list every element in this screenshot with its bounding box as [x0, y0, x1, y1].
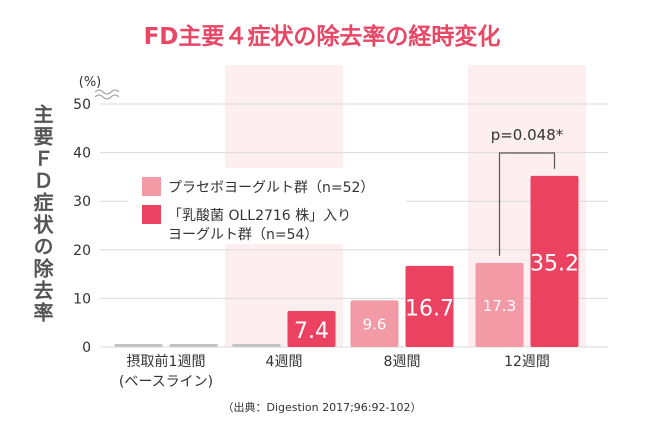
legend-box — [128, 168, 406, 244]
significance-bracket — [498, 152, 556, 256]
bar — [350, 300, 399, 347]
x-tick-label: 8週間 — [384, 354, 421, 370]
data-label: 9.6 — [363, 316, 387, 334]
legend-label: 「乳酸菌 OLL2716 株」入り — [168, 208, 351, 224]
bar-zero-marker — [232, 344, 281, 347]
legend-label: プラセボヨーグルト群（n=52） — [168, 180, 374, 196]
bar-zero-marker — [114, 344, 163, 347]
y-axis-label: 主要ＦＤ症状の除去率 — [30, 103, 54, 324]
legend-swatch — [142, 177, 161, 196]
y-tick-label: 0 — [82, 340, 91, 356]
data-label: 16.7 — [405, 296, 454, 321]
y-unit-label: (%) — [79, 75, 102, 90]
y-tick-label: 30 — [73, 194, 91, 210]
source-note: （出典：Digestion 2017;96:92-102） — [223, 400, 422, 414]
bar — [287, 311, 336, 347]
bar — [530, 175, 579, 347]
bar-zero-marker — [169, 344, 218, 347]
y-tick-label: 10 — [73, 291, 91, 307]
data-label: 35.2 — [530, 251, 579, 276]
x-tick-label: 12週間 — [504, 354, 550, 370]
data-label: 7.4 — [294, 319, 329, 344]
y-tick-label: 20 — [73, 243, 91, 259]
legend-swatch — [142, 205, 161, 224]
bar — [475, 262, 524, 347]
data-label: 17.3 — [483, 297, 516, 315]
chart-title: FD主要４症状の除去率の経時変化 — [144, 23, 501, 50]
y-tick-label: 40 — [73, 146, 91, 162]
x-tick-label: 摂取前1週間 — [127, 353, 206, 370]
y-tick-label: 50 — [73, 97, 91, 113]
x-tick-label-sub: (ベースライン) — [119, 374, 213, 390]
x-tick-label: 4週間 — [266, 354, 303, 370]
axis-break-mark — [94, 89, 120, 100]
legend-label: ヨーグルト群（n=54） — [168, 227, 318, 243]
p-value-annotation: p=0.048* — [491, 126, 564, 144]
bar — [405, 265, 454, 347]
